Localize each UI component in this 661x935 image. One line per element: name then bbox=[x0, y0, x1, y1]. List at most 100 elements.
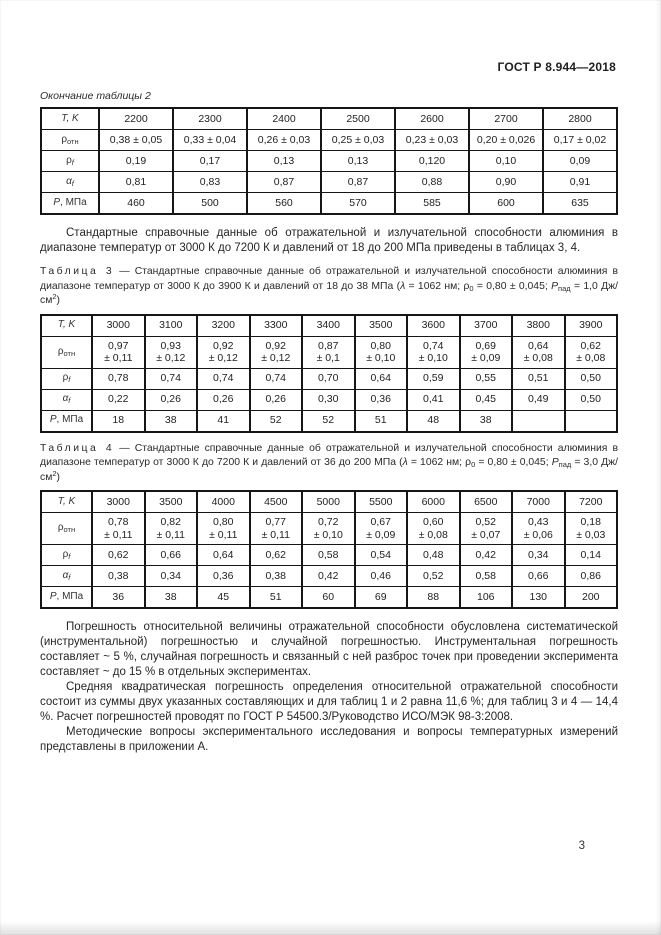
table-cell: 4500 bbox=[248, 490, 303, 513]
table-cell: 2400 bbox=[246, 107, 322, 130]
table-row: ρf 0,78 0,74 0,74 0,74 0,70 0,64 0,59 0,55 0,51 0,… bbox=[40, 367, 618, 390]
table-cell: 0,80 ± 0,10 bbox=[353, 335, 408, 369]
table-cell: 600 bbox=[468, 192, 544, 215]
text-part: — Стандартные справочные данные об отраж… bbox=[40, 266, 619, 292]
text-part: отн bbox=[67, 136, 79, 146]
paragraph-error-sources: Погрешность относительной величины отраж… bbox=[40, 621, 618, 678]
table-cell: 0,51 bbox=[511, 367, 566, 390]
table-cell: 0,62 ± 0,08 bbox=[563, 335, 618, 369]
table-row: ρотн 0,38 ± 0,05 0,33 ± 0,04 0,26 ± 0,03 0,2… bbox=[40, 129, 618, 151]
table-cell: 3000 bbox=[91, 490, 146, 513]
table-cell: 3200 bbox=[196, 314, 251, 337]
table4-caption: Таблица 4 — Стандартные справочные данны… bbox=[40, 442, 618, 486]
table-row: P, МПа 36 38 45 51 60 69 88 106 130 200 bbox=[40, 586, 618, 609]
table-cell: 0,55 bbox=[458, 367, 513, 390]
text-part: 0 bbox=[469, 283, 474, 293]
row-label: αf bbox=[40, 171, 100, 193]
table-cell: 106 bbox=[458, 586, 513, 609]
table-row: P, МПа 18 38 41 52 52 51 48 38 bbox=[40, 409, 618, 432]
table-row: T, K 3000 3500 4000 4500 5000 5500 6000 6500 7000… bbox=[40, 490, 618, 513]
row-label: T, K bbox=[40, 314, 93, 337]
table-cell: 200 bbox=[563, 586, 618, 609]
table-cell: 0,36 bbox=[196, 565, 251, 587]
table-cell: 0,92 ± 0,12 bbox=[248, 335, 303, 369]
table-cell: 2300 bbox=[172, 107, 248, 130]
table-cell: 38 bbox=[458, 409, 513, 432]
table-cell: 0,70 bbox=[301, 367, 356, 390]
table-cell: 4000 bbox=[196, 490, 251, 513]
table-cell: 0,14 bbox=[563, 544, 618, 566]
paragraph-methods: Методические вопросы экспериментального … bbox=[40, 726, 618, 753]
table-cell: 2500 bbox=[320, 107, 396, 130]
text-part: f bbox=[68, 551, 71, 561]
table-cell: 0,60 ± 0,08 bbox=[406, 512, 461, 545]
text-part: 2 bbox=[52, 468, 57, 478]
scan-edge-bottom bbox=[0, 921, 661, 935]
text-part: пад bbox=[558, 460, 572, 469]
table-cell: 0,34 bbox=[143, 565, 198, 587]
table-row: ρf 0,62 0,66 0,64 0,62 0,58 0,54 0,48 0,42 0,34 0,… bbox=[40, 544, 618, 566]
text-part: T, K bbox=[57, 495, 76, 507]
table-3: T, K 3000 3100 3200 3300 3400 3500 3600 3700 3800… bbox=[40, 313, 618, 433]
paragraph-rms-error: Средняя квадратическая погрешность опред… bbox=[40, 681, 618, 723]
table-cell: 0,13 bbox=[320, 150, 396, 172]
table-cell: 0,88 bbox=[394, 171, 470, 193]
table-cell: 69 bbox=[353, 586, 408, 609]
table-cell: 0,62 bbox=[91, 544, 146, 566]
table-cell: 0,69 ± 0,09 bbox=[458, 335, 513, 369]
table-cell: 6500 bbox=[458, 490, 513, 513]
row-label: P, МПа bbox=[40, 409, 93, 432]
table-row: ρf 0,19 0,17 0,13 0,13 0,120 0,10 0,09 bbox=[40, 150, 618, 172]
text-part: Таблица 3 bbox=[40, 266, 115, 277]
table-cell: 0,26 bbox=[143, 388, 198, 411]
table-cell: 460 bbox=[98, 192, 174, 215]
text-part: Таблица 4 bbox=[40, 442, 115, 454]
table-cell: 60 bbox=[301, 586, 356, 609]
text-part: P bbox=[551, 280, 559, 292]
table-cell: 3500 bbox=[353, 314, 408, 337]
scan-edge-right bbox=[655, 0, 661, 935]
table-cell: 0,66 bbox=[143, 544, 198, 566]
text-part: ρ bbox=[61, 133, 68, 145]
table-4: T, K 3000 3500 4000 4500 5000 5500 6000 6500 7000… bbox=[40, 490, 618, 609]
table-cell: 3100 bbox=[143, 314, 198, 337]
table-cell: 3400 bbox=[301, 314, 356, 337]
table-cell: 0,64 bbox=[353, 367, 408, 390]
text-part: = 1062 нм; bbox=[405, 280, 464, 292]
table-cell: 635 bbox=[542, 192, 618, 215]
row-label: P, МПа bbox=[40, 192, 100, 215]
table-cell: 0,50 bbox=[563, 388, 618, 411]
table-cell: 0,26 bbox=[248, 388, 303, 411]
table-cell: 0,92 ± 0,12 bbox=[196, 335, 251, 369]
text-part: P bbox=[49, 414, 57, 426]
text-part: ) bbox=[56, 471, 60, 483]
text-part: λ bbox=[400, 280, 406, 292]
row-label: αf bbox=[40, 565, 93, 587]
table-cell: 2200 bbox=[98, 107, 174, 130]
table-cell: 3900 bbox=[563, 314, 618, 337]
table-cell: 41 bbox=[196, 409, 251, 432]
table-cell: 45 bbox=[196, 586, 251, 609]
table-cell: 0,64 ± 0,08 bbox=[511, 335, 566, 369]
text-part: ρ bbox=[463, 280, 470, 292]
table-cell: 0,74 bbox=[143, 367, 198, 390]
table-cell: 0,74 bbox=[248, 367, 303, 390]
table-cell: 38 bbox=[143, 409, 198, 432]
table-cell: 0,10 bbox=[468, 150, 544, 172]
text-part: ρ bbox=[57, 522, 64, 534]
row-label: ρf bbox=[40, 544, 93, 566]
table3-caption: Таблица 3 — Стандартные справочные данны… bbox=[40, 265, 618, 309]
text-part: ρ bbox=[465, 457, 472, 468]
table-cell: 0,49 bbox=[511, 388, 566, 411]
table-cell: 0,38 ± 0,05 bbox=[98, 129, 174, 151]
text-part: отн bbox=[63, 348, 76, 358]
table-cell: 0,74 ± 0,10 bbox=[406, 335, 461, 369]
table-cell: 0,42 bbox=[458, 544, 513, 566]
table-row: ρотн 0,78 ± 0,11 0,82 ± 0,11 0,80 ± 0,11 0,7… bbox=[40, 512, 618, 545]
table-cell: 0,77 ± 0,11 bbox=[248, 512, 303, 545]
text-part: ρ bbox=[62, 548, 69, 560]
table-cell: 0,93 ± 0,12 bbox=[143, 335, 198, 369]
table-cell: 560 bbox=[246, 192, 322, 215]
table-cell: 0,52 ± 0,07 bbox=[458, 512, 513, 545]
table-cell: 0,34 bbox=[511, 544, 566, 566]
